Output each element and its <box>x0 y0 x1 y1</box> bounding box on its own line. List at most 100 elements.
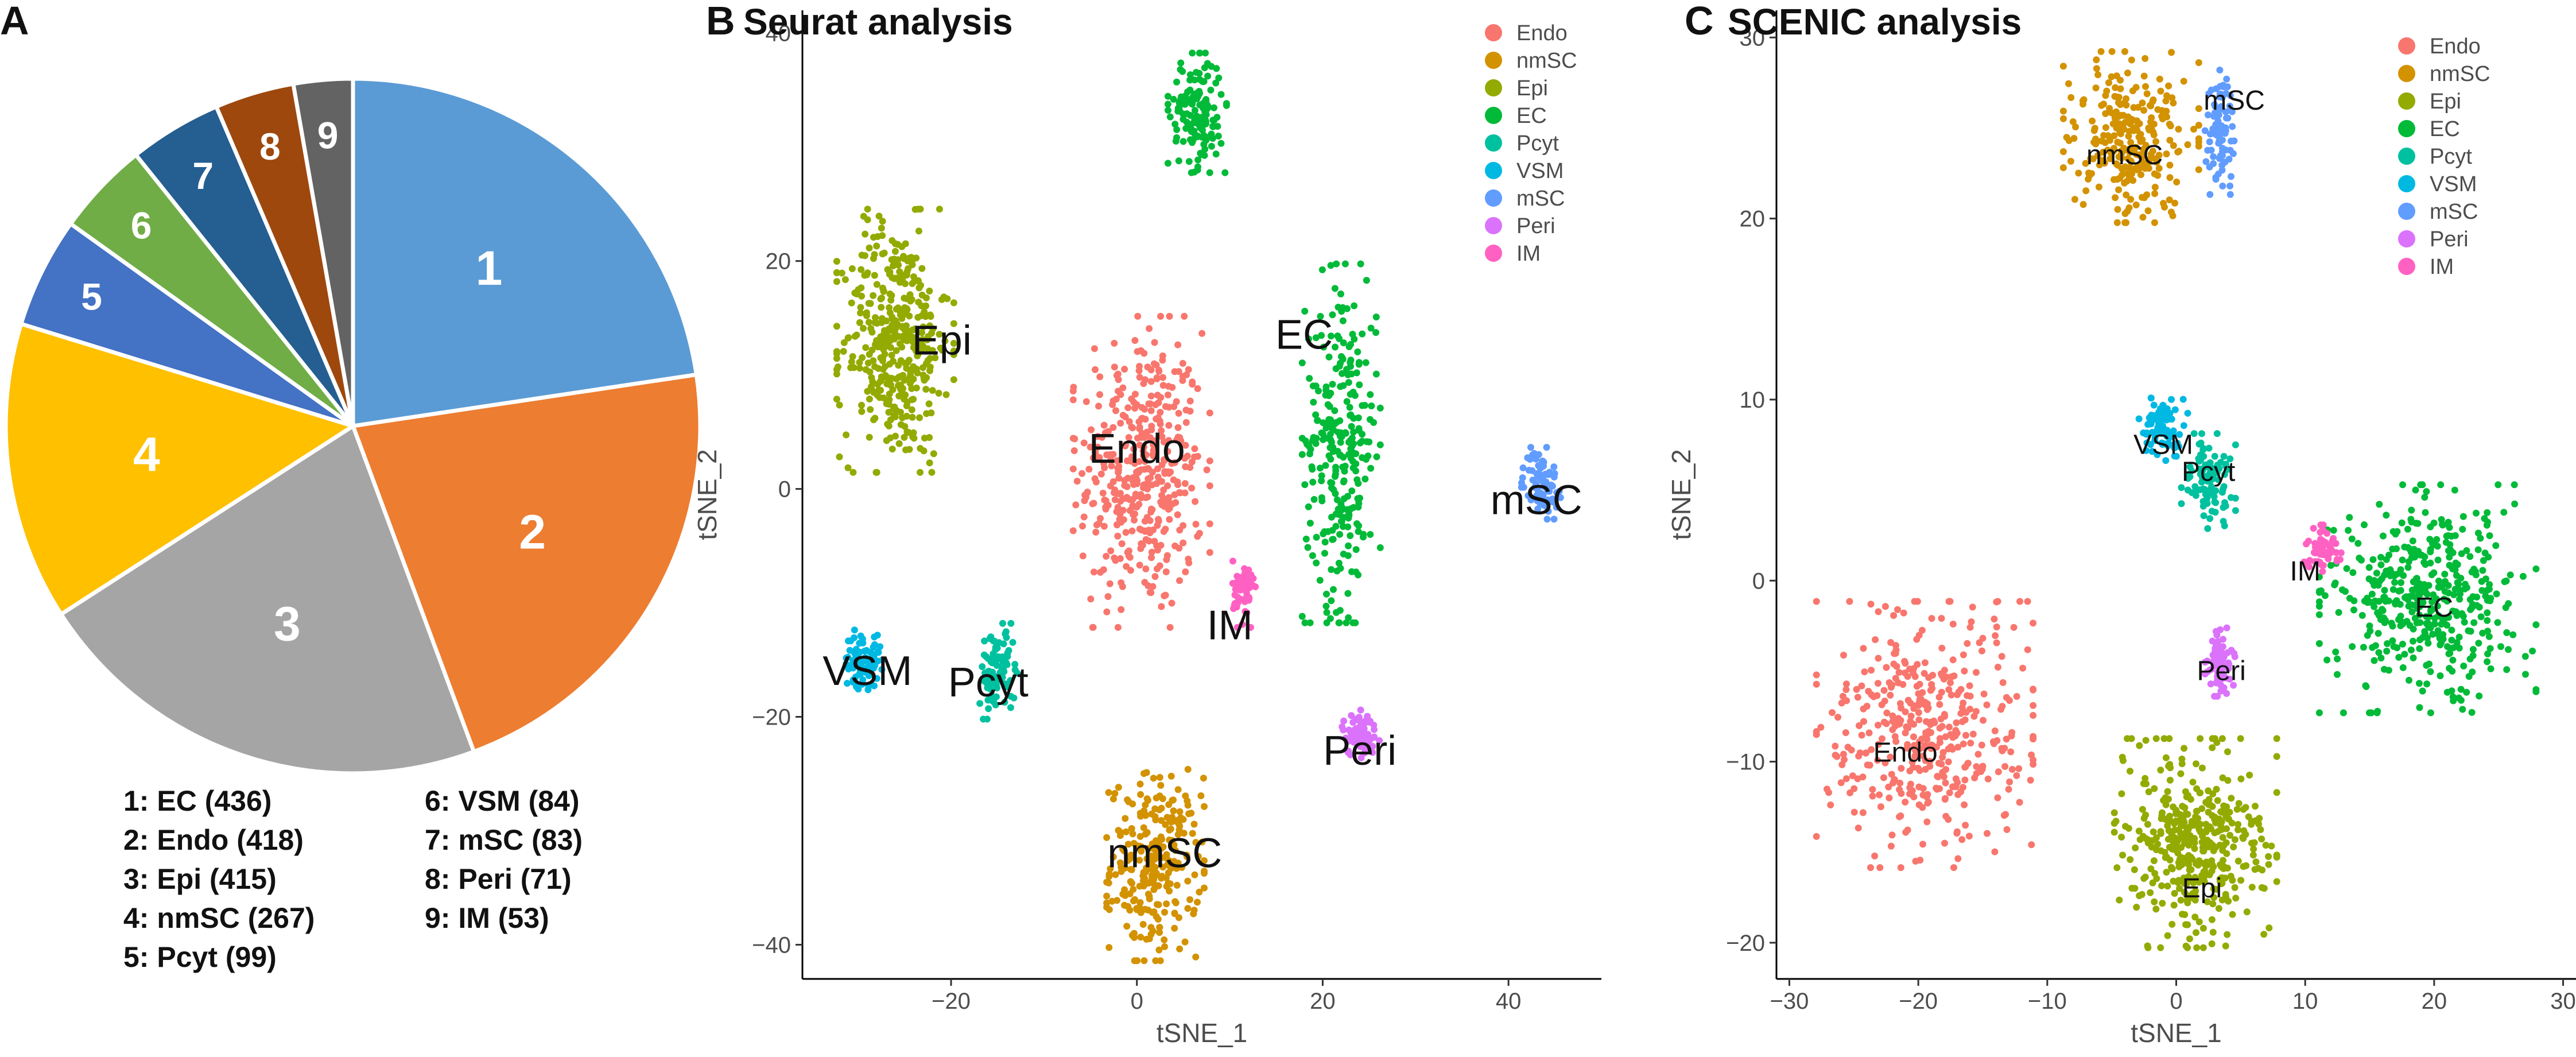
scatter-point <box>886 270 893 278</box>
scatter-point <box>2212 176 2220 183</box>
scatter-point <box>1962 731 1969 739</box>
scatter-point <box>1083 398 1090 405</box>
scatter-point <box>1071 435 1078 443</box>
scatter-point <box>2208 940 2216 947</box>
scatter-point <box>1142 565 1150 572</box>
scatter-point <box>1144 479 1151 486</box>
scatter-point <box>1182 792 1189 800</box>
scatter-point <box>1146 325 1153 332</box>
scatter-point <box>1155 367 1163 375</box>
scatter-point <box>879 284 886 292</box>
scatter-point <box>857 309 864 317</box>
scatter-point <box>1327 479 1334 486</box>
legend-label: Endo <box>2430 34 2481 59</box>
scatter-point <box>2111 809 2118 816</box>
scatter-point <box>1961 801 1968 808</box>
scatter-point <box>1984 775 1992 783</box>
scatter-point <box>1168 599 1176 607</box>
scatter-point <box>1993 639 2000 646</box>
scatter-point <box>1166 826 1173 834</box>
scatter-point <box>2521 653 2529 660</box>
scatter-point <box>2445 532 2452 539</box>
scatter-point <box>2201 127 2209 134</box>
x-tick-label: −20 <box>1899 989 1938 1014</box>
scatter-point <box>1973 770 1980 777</box>
scatter-point <box>1154 392 1161 399</box>
scatter-point <box>2449 668 2456 675</box>
scatter-point <box>1327 436 1334 444</box>
scatter-point <box>923 410 930 417</box>
legend-label: Pcyt <box>1516 131 1559 156</box>
scatter-point <box>1125 547 1132 555</box>
scatter-point <box>2162 97 2170 104</box>
scatter-point <box>2113 219 2121 226</box>
scatter-point <box>1305 503 1312 510</box>
scatter-point <box>1221 169 1229 176</box>
scatter-point <box>2112 194 2119 202</box>
scatter-point <box>2142 775 2149 782</box>
scatter-point <box>1164 391 1171 398</box>
scatter-point <box>1936 701 1943 708</box>
legend-label: Endo <box>1516 21 1568 45</box>
scatter-point <box>2392 601 2399 608</box>
scatter-point <box>2365 564 2373 571</box>
scatter-point <box>1363 277 1370 284</box>
scatter-point <box>1968 618 1975 625</box>
scatter-point <box>2217 808 2225 815</box>
scatter-point <box>2509 631 2517 638</box>
scatter-point <box>2486 645 2494 652</box>
scatter-point <box>1129 830 1136 838</box>
scatter-point <box>2265 853 2272 860</box>
scatter-point <box>2000 812 2008 819</box>
scatter-point <box>1337 359 1344 367</box>
scatter-point <box>1373 453 1380 460</box>
scatter-point <box>893 347 900 354</box>
scatter-point <box>2208 825 2215 833</box>
scatter-point <box>2228 819 2236 827</box>
scatter-point <box>1144 363 1151 371</box>
scatter-point <box>2461 618 2468 626</box>
scatter-point <box>2166 843 2173 851</box>
scatter-point <box>864 206 871 213</box>
scatter-point <box>1128 825 1135 833</box>
scatter-point <box>2229 123 2236 130</box>
scatter-point <box>2449 549 2457 556</box>
scatter-point <box>2127 768 2133 775</box>
scatter-point <box>1306 520 1314 527</box>
scatter-point <box>1342 429 1349 436</box>
scatter-point <box>2079 97 2086 104</box>
scatter-point <box>2163 869 2170 876</box>
scatter-point <box>1344 552 1352 559</box>
scatter-point <box>1191 445 1198 452</box>
scatter-point <box>1100 421 1108 429</box>
scatter-point <box>1894 606 1901 613</box>
scatter-point <box>2157 87 2164 95</box>
scatter-point <box>2170 901 2178 909</box>
scatter-point <box>908 396 915 404</box>
scatter-point <box>1321 549 1328 557</box>
scatter-point <box>2131 866 2138 873</box>
scatter-point <box>1896 786 1903 793</box>
scatter-point <box>1179 373 1186 380</box>
scatter-point <box>1946 789 1953 796</box>
scatter-point <box>1919 841 1926 848</box>
scatter-point <box>871 633 878 641</box>
scatter-point <box>1112 871 1119 878</box>
scatter-point <box>1194 853 1202 860</box>
legend-marker <box>2398 37 2415 55</box>
scatter-point <box>1150 447 1157 454</box>
scatter-point <box>2335 609 2342 616</box>
scatter-point <box>1888 681 1896 688</box>
scatter-point <box>2013 693 2020 700</box>
scatter-point <box>2410 625 2417 633</box>
scatter-point <box>2470 619 2478 626</box>
scatter-point <box>859 639 867 646</box>
scatter-point <box>1331 285 1339 292</box>
scatter-point <box>2435 578 2442 584</box>
scatter-point <box>1192 498 1199 505</box>
scatter-point <box>2184 141 2191 148</box>
scatter-point <box>2340 709 2347 717</box>
scatter-point <box>2089 117 2096 125</box>
scatter-point <box>1114 457 1121 464</box>
scatter-point <box>2178 500 2185 508</box>
